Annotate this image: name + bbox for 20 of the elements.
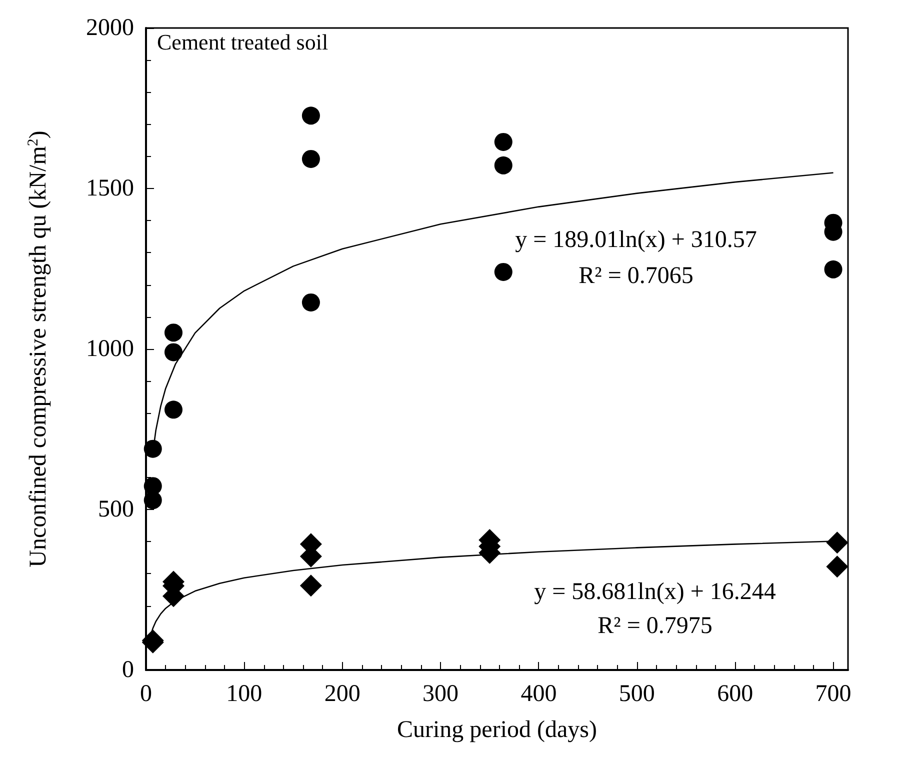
chart-title: Cement treated soil: [157, 30, 328, 54]
y-tick-label: 500: [98, 496, 134, 522]
x-axis-title: Curing period (days): [397, 717, 597, 743]
y-tick-label: 0: [122, 657, 134, 683]
annotation: y = 58.681ln(x) + 16.244: [534, 579, 776, 605]
y-tick-label: 1000: [86, 336, 134, 362]
y-tick-label: 2000: [86, 15, 134, 41]
x-tick-label: 200: [324, 681, 360, 707]
x-tick-label: 300: [422, 681, 459, 707]
y-tick-label: 1500: [86, 176, 134, 202]
x-tick-label: 100: [226, 681, 262, 707]
x-tick-label: 500: [618, 681, 655, 707]
x-tick-label: 700: [815, 681, 852, 707]
annotation: R² = 0.7975: [598, 613, 712, 639]
y-axis-title: Unconfined compressive strength qu (kN/m2): [26, 130, 52, 568]
annotation: R² = 0.7065: [578, 263, 694, 289]
x-tick-label: 400: [520, 681, 557, 707]
x-tick-label: 600: [717, 681, 754, 707]
annotation: y = 189.01ln(x) + 310.57: [515, 227, 757, 253]
x-tick-label: 0: [140, 681, 152, 707]
